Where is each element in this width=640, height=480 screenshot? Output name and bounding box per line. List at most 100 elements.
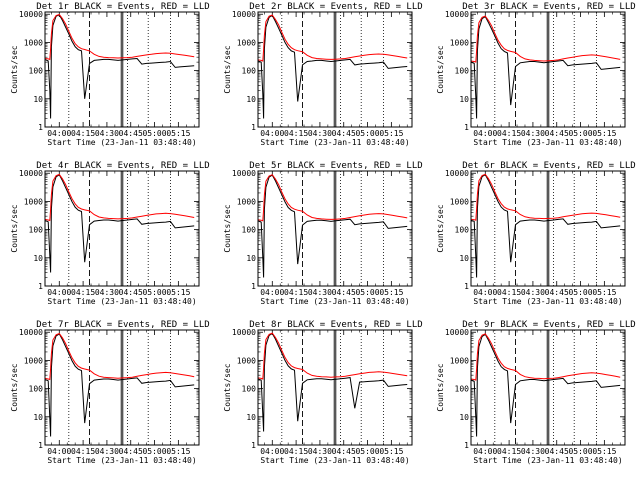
lld-series-line: [471, 173, 621, 221]
y-tick-label: 1000: [24, 356, 43, 365]
y-tick-label: 10000: [19, 10, 43, 19]
y-tick-label: 1000: [450, 38, 469, 47]
x-tick-label: 04:15: [71, 447, 95, 456]
x-tick-label: 05:15: [592, 288, 616, 297]
events-series-line: [471, 174, 621, 278]
events-series-line: [258, 14, 408, 119]
y-tick-label: 1: [251, 441, 256, 450]
x-tick-label: 04:30: [308, 288, 332, 297]
y-tick-label: 100: [242, 385, 257, 394]
events-series-line: [45, 14, 195, 119]
x-tick-label: 04:45: [545, 129, 569, 138]
x-tick-label: 04:15: [497, 447, 521, 456]
plot-frame: [470, 170, 626, 287]
y-axis-label: Counts/sec: [436, 363, 445, 411]
plot-frame: [470, 329, 626, 446]
x-tick-label: 05:15: [379, 447, 403, 456]
lld-series-line: [258, 14, 408, 62]
x-tick-label: 04:30: [95, 447, 119, 456]
x-tick-label: 04:15: [284, 288, 308, 297]
detector-panel: Det 5r BLACK = Events, RED = LLD Counts/s…: [223, 161, 423, 306]
y-tick-label: 10000: [232, 169, 256, 178]
x-tick-label: 05:00: [142, 288, 166, 297]
x-tick-label: 05:00: [568, 288, 592, 297]
x-tick-label: 04:45: [332, 129, 356, 138]
x-tick-label: 05:00: [568, 129, 592, 138]
y-tick-label: 100: [455, 385, 470, 394]
y-axis-label: Counts/sec: [10, 363, 19, 411]
y-axis-label: Counts/sec: [223, 204, 232, 252]
x-tick-label: 04:45: [119, 129, 143, 138]
y-tick-label: 100: [455, 226, 470, 235]
y-tick-label: 10: [33, 413, 43, 422]
y-tick-label: 10: [246, 254, 256, 263]
x-axis-label: Start Time (23-Jan-11 03:48:40): [473, 297, 622, 306]
x-tick-label: 04:00: [47, 288, 71, 297]
x-tick-label: 04:15: [71, 288, 95, 297]
x-tick-label: 04:30: [308, 447, 332, 456]
detector-panel: Det 2r BLACK = Events, RED = LLD Counts/s…: [223, 2, 423, 147]
y-tick-label: 10: [33, 95, 43, 104]
x-tick-label: 04:00: [260, 129, 284, 138]
panel-title: Det 6r BLACK = Events, RED = LLD: [462, 161, 635, 171]
y-tick-label: 1000: [24, 38, 43, 47]
x-axis-label: Start Time (23-Jan-11 03:48:40): [260, 138, 409, 147]
detector-panel: Det 4r BLACK = Events, RED = LLD Counts/s…: [10, 161, 210, 306]
x-tick-label: 04:00: [473, 447, 497, 456]
x-tick-label: 04:00: [47, 447, 71, 456]
x-tick-label: 05:15: [166, 447, 190, 456]
y-tick-label: 100: [242, 226, 257, 235]
events-series-line: [258, 332, 408, 432]
y-tick-label: 1: [38, 123, 43, 132]
detector-panel: Det 8r BLACK = Events, RED = LLD Counts/s…: [223, 320, 423, 465]
x-tick-label: 05:15: [592, 129, 616, 138]
x-tick-label: 04:30: [521, 129, 545, 138]
y-tick-label: 1: [38, 282, 43, 291]
lld-series-line: [45, 13, 195, 61]
x-tick-label: 04:15: [497, 129, 521, 138]
x-tick-label: 04:30: [521, 288, 545, 297]
events-series-line: [258, 174, 408, 278]
x-tick-label: 04:30: [308, 129, 332, 138]
detector-panel: Det 6r BLACK = Events, RED = LLD Counts/s…: [436, 161, 636, 306]
y-tick-label: 1000: [237, 197, 256, 206]
y-axis-label: Counts/sec: [223, 363, 232, 411]
events-series-line: [471, 333, 621, 437]
x-axis-label: Start Time (23-Jan-11 03:48:40): [473, 138, 622, 147]
y-tick-label: 1000: [450, 197, 469, 206]
x-axis-label: Start Time (23-Jan-11 03:48:40): [47, 297, 196, 306]
x-tick-label: 04:30: [95, 288, 119, 297]
detector-panel: Det 7r BLACK = Events, RED = LLD Counts/s…: [10, 320, 210, 465]
plot-frame: [44, 170, 200, 287]
y-tick-label: 1000: [450, 356, 469, 365]
events-series-line: [45, 174, 195, 273]
x-tick-label: 05:00: [355, 129, 379, 138]
detector-panel: Det 9r BLACK = Events, RED = LLD Counts/s…: [436, 320, 636, 465]
lld-series-line: [258, 332, 408, 380]
y-tick-label: 10000: [445, 328, 469, 337]
y-tick-label: 10000: [232, 328, 256, 337]
x-tick-label: 04:45: [119, 288, 143, 297]
x-tick-label: 04:15: [497, 288, 521, 297]
y-tick-label: 1: [464, 282, 469, 291]
y-tick-label: 100: [455, 67, 470, 76]
y-tick-label: 10000: [445, 10, 469, 19]
x-tick-label: 04:00: [47, 129, 71, 138]
y-tick-label: 1: [38, 441, 43, 450]
events-series-line: [45, 333, 195, 437]
y-tick-label: 10000: [19, 169, 43, 178]
lld-series-line: [45, 332, 195, 381]
x-tick-label: 04:30: [95, 129, 119, 138]
y-axis-label: Counts/sec: [223, 45, 232, 93]
detector-panel: Det 3r BLACK = Events, RED = LLD Counts/s…: [436, 2, 636, 147]
x-tick-label: 05:00: [355, 288, 379, 297]
y-tick-label: 1000: [237, 356, 256, 365]
x-tick-label: 04:00: [473, 288, 497, 297]
panel-title: Det 4r BLACK = Events, RED = LLD: [36, 161, 209, 171]
x-tick-label: 04:45: [332, 288, 356, 297]
x-tick-label: 04:15: [284, 129, 308, 138]
panel-title: Det 8r BLACK = Events, RED = LLD: [249, 320, 422, 330]
panel-title: Det 1r BLACK = Events, RED = LLD: [36, 2, 209, 12]
x-axis-label: Start Time (23-Jan-11 03:48:40): [260, 297, 409, 306]
